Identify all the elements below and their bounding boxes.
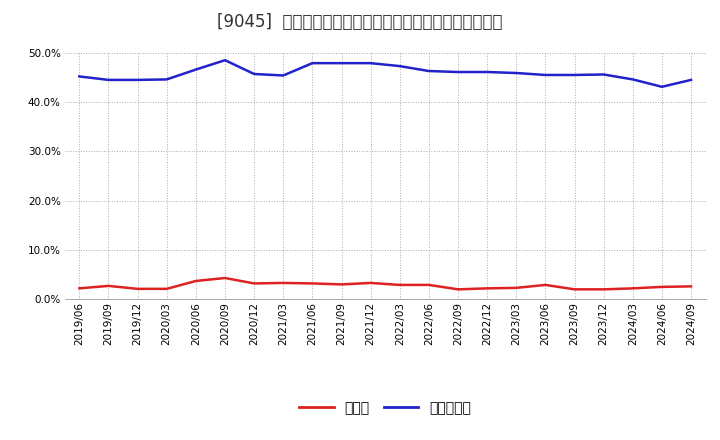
Legend: 現預金, 有利子負債: 現預金, 有利子負債 xyxy=(293,395,477,420)
Text: [9045]  現預金、有利子負債の総資産に対する比率の推移: [9045] 現預金、有利子負債の総資産に対する比率の推移 xyxy=(217,13,503,31)
